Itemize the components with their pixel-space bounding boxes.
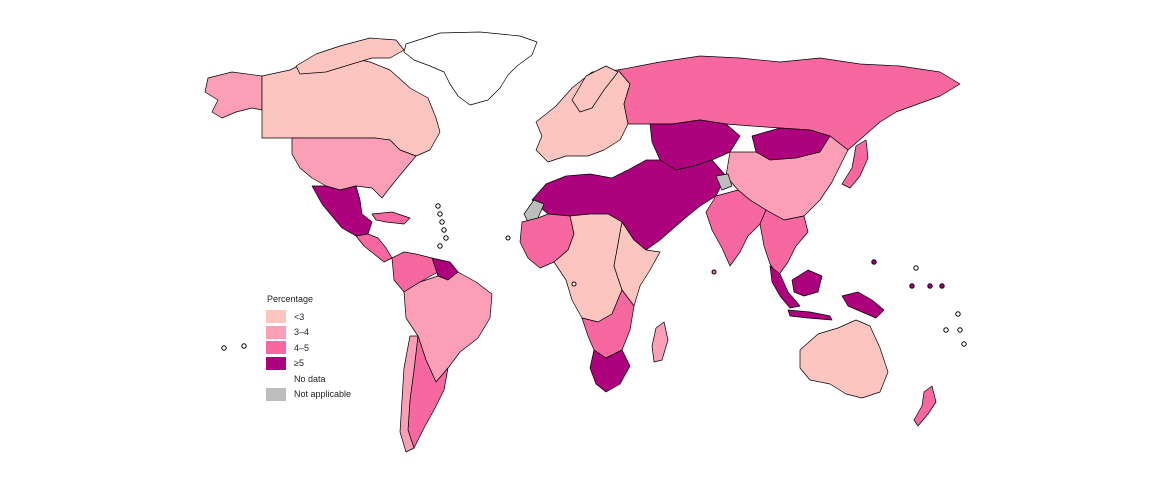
region-caribbean — [371, 211, 411, 225]
region-mexico — [311, 185, 373, 237]
legend-title: Percentage — [267, 294, 314, 304]
legend-item-4to5: 4–5 — [266, 340, 376, 355]
legend-swatch — [266, 310, 286, 323]
legend-label: 3–4 — [294, 327, 310, 337]
island-marker — [443, 235, 449, 241]
island-marker — [505, 235, 511, 241]
legend-item-lt3: <3 — [266, 309, 376, 324]
region-alaska — [204, 71, 263, 119]
legend-swatch — [266, 356, 286, 370]
island-marker — [955, 311, 961, 317]
region-indonesia — [769, 265, 801, 309]
island-marker — [221, 345, 227, 351]
island-marker — [909, 283, 915, 289]
island-marker — [571, 281, 577, 287]
legend-label: <3 — [294, 311, 305, 322]
legend-item-ge5: ≥5 — [266, 356, 376, 371]
map-legend: Percentage <3 3–4 4–5 ≥5 No data Not app… — [266, 294, 376, 402]
island-marker — [441, 227, 447, 233]
region-chile — [399, 335, 419, 453]
island-marker — [957, 327, 963, 333]
region-east-africa — [613, 221, 661, 307]
island-marker — [913, 265, 919, 271]
island-marker — [439, 219, 445, 225]
legend-swatch — [266, 387, 286, 401]
legend-swatch — [266, 372, 286, 385]
legend-label: No data — [294, 373, 326, 384]
region-southern-africa — [581, 289, 635, 359]
region-new-zealand — [913, 385, 937, 427]
legend-label: 4–5 — [294, 342, 310, 353]
island-marker — [241, 343, 247, 349]
island-marker — [943, 327, 949, 333]
region-indonesia-java — [787, 309, 833, 321]
region-central-asia — [649, 119, 741, 171]
legend-label: ≥5 — [294, 358, 304, 368]
legend-item-3to4: 3–4 — [266, 325, 376, 340]
region-europe — [535, 69, 631, 163]
region-greenland — [403, 31, 538, 106]
region-southeast-asia — [759, 209, 809, 277]
region-scandinavia — [571, 65, 619, 113]
region-central-america — [355, 233, 393, 263]
region-india — [705, 189, 767, 267]
legend-item-na: Not applicable — [266, 387, 376, 402]
island-marker — [435, 203, 441, 209]
legend-swatch — [266, 325, 286, 339]
island-marker — [939, 283, 945, 289]
island-marker — [437, 243, 443, 249]
region-caucasus-na — [715, 173, 733, 191]
region-canada-arctic-islands — [295, 37, 405, 75]
island-marker — [927, 283, 933, 289]
legend-swatch — [266, 341, 286, 354]
region-indonesia-borneo — [791, 269, 823, 297]
region-madagascar — [651, 321, 669, 363]
region-south-africa — [589, 349, 631, 393]
region-australia — [799, 319, 889, 399]
small-island-markers — [221, 203, 967, 351]
region-usa — [291, 137, 417, 199]
region-japan — [841, 139, 869, 189]
island-marker — [871, 259, 877, 265]
region-papua — [841, 291, 885, 319]
legend-item-nodata: No data — [266, 371, 376, 386]
island-marker — [437, 211, 443, 217]
island-marker — [711, 269, 717, 275]
legend-label: Not applicable — [294, 389, 352, 399]
island-marker — [961, 341, 967, 347]
